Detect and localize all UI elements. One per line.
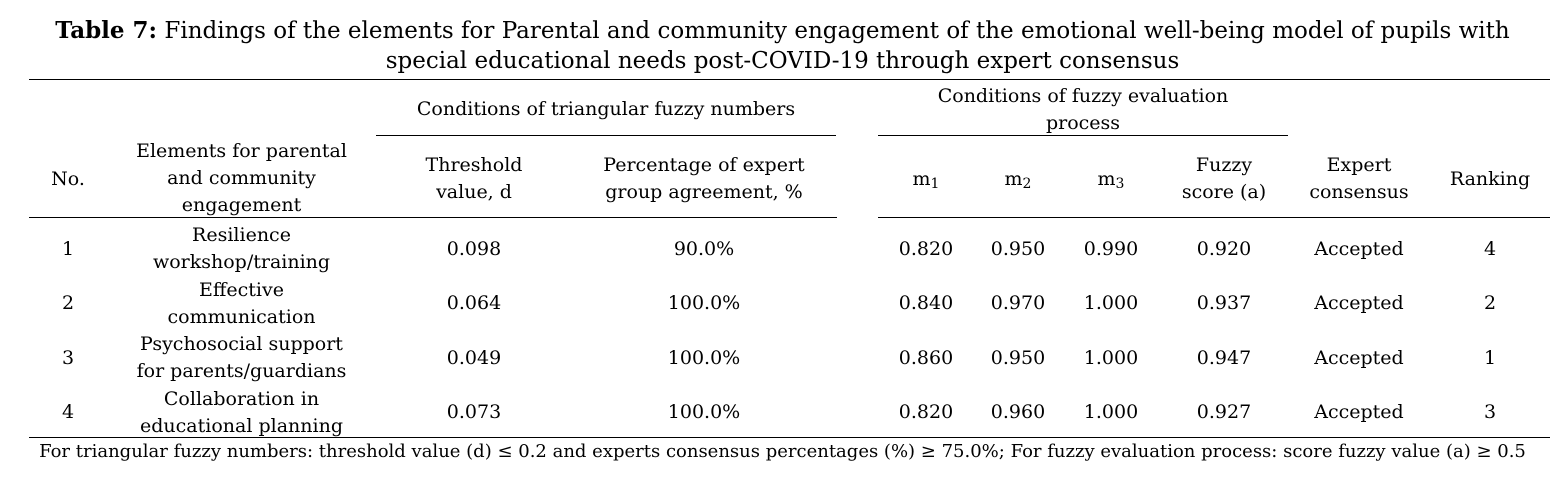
row2-m3: 1.000	[1083, 292, 1139, 314]
caption-line-2: special educational needs post-COVID-19 …	[385, 48, 1180, 74]
header-consensus-line2: consensus	[1309, 181, 1409, 203]
header-m1: m1	[878, 166, 974, 198]
header-elements: Elements for parental and community enga…	[107, 138, 376, 219]
row4-no: 4	[61, 401, 75, 423]
header-m1-sub: 1	[930, 176, 940, 192]
header-elements-line1: Elements for parental	[136, 140, 347, 162]
header-rule-left	[29, 217, 837, 218]
row1-fuzzy-score: 0.920	[1196, 238, 1252, 260]
row1-m1: 0.820	[898, 238, 954, 260]
tfn-group-rule	[376, 135, 836, 136]
row4-fuzzy-score: 0.927	[1196, 401, 1252, 423]
row2-consensus: Accepted	[1314, 292, 1404, 314]
caption-label: Table 7:	[55, 17, 158, 44]
row2-fuzzy-score: 0.937	[1196, 292, 1252, 314]
header-m2-base: m	[1004, 168, 1023, 190]
row1-percentage: 90.0%	[673, 238, 735, 260]
row2-no: 2	[61, 292, 75, 314]
row1-element: Resilience workshop/training	[107, 222, 376, 276]
header-consensus-line1: Expert	[1326, 154, 1392, 176]
row3-consensus: Accepted	[1314, 347, 1404, 369]
row2-element-line2: communication	[167, 306, 316, 328]
header-group-fep-line1: Conditions of fuzzy evaluation	[937, 85, 1229, 107]
table-footnote: For triangular fuzzy numbers: threshold …	[39, 441, 1526, 462]
header-ranking: Ranking	[1449, 168, 1531, 190]
row1-threshold: 0.098	[446, 238, 502, 260]
row3-element-line2: for parents/guardians	[136, 360, 347, 382]
header-fuzzy-line1: Fuzzy	[1195, 154, 1253, 176]
row3-no: 3	[61, 347, 75, 369]
row4-ranking: 3	[1483, 401, 1497, 423]
row1-consensus: Accepted	[1314, 238, 1404, 260]
row1-m2: 0.950	[990, 238, 1046, 260]
row4-element-line2: educational planning	[140, 415, 343, 437]
row3-element-line1: Psychosocial support	[140, 333, 343, 355]
row3-threshold: 0.049	[446, 347, 502, 369]
row3-m2: 0.950	[990, 347, 1046, 369]
row3-element: Psychosocial support for parents/guardia…	[107, 331, 376, 385]
header-group-fep: Conditions of fuzzy evaluation process	[878, 83, 1288, 137]
row2-ranking: 2	[1483, 292, 1497, 314]
row4-threshold: 0.073	[446, 401, 502, 423]
header-percentage-line2: group agreement, %	[605, 181, 803, 203]
caption-text-1: Findings of the elements for Parental an…	[157, 18, 1510, 44]
row2-element: Effective communication	[107, 277, 376, 331]
header-m3: m3	[1062, 166, 1160, 198]
caption-line-1: Table 7: Findings of the elements for Pa…	[0, 16, 1565, 46]
row4-element: Collaboration in educational planning	[107, 386, 376, 440]
row4-m2: 0.960	[990, 401, 1046, 423]
header-group-tfn: Conditions of triangular fuzzy numbers	[416, 98, 796, 120]
header-elements-line3: engagement	[181, 194, 302, 216]
row2-percentage: 100.0%	[667, 292, 741, 314]
header-m1-base: m	[912, 168, 931, 190]
row1-element-line2: workshop/training	[152, 251, 331, 273]
row2-threshold: 0.064	[446, 292, 502, 314]
row4-percentage: 100.0%	[667, 401, 741, 423]
row4-consensus: Accepted	[1314, 401, 1404, 423]
header-threshold: Threshold value, d	[376, 152, 572, 206]
table-caption: Table 7: Findings of the elements for Pa…	[0, 16, 1565, 76]
row3-m1: 0.860	[898, 347, 954, 369]
header-m3-sub: 3	[1115, 176, 1125, 192]
row1-m3: 0.990	[1083, 238, 1139, 260]
header-elements-line2: and community	[167, 167, 316, 189]
header-rule-right	[878, 217, 1550, 218]
row4-m1: 0.820	[898, 401, 954, 423]
row2-m2: 0.970	[990, 292, 1046, 314]
row4-element-line1: Collaboration in	[163, 388, 320, 410]
header-expert-consensus: Expert consensus	[1288, 152, 1430, 206]
row1-element-line1: Resilience	[192, 224, 291, 246]
row4-m3: 1.000	[1083, 401, 1139, 423]
header-group-fep-line2: process	[1045, 112, 1121, 134]
header-percentage-line1: Percentage of expert	[603, 154, 805, 176]
header-m2: m2	[974, 166, 1062, 198]
header-m3-base: m	[1097, 168, 1116, 190]
header-percentage: Percentage of expert group agreement, %	[572, 152, 836, 206]
row3-ranking: 1	[1483, 347, 1497, 369]
header-m2-sub: 2	[1022, 176, 1032, 192]
header-threshold-line2: value, d	[436, 181, 512, 203]
header-fuzzy-line2: score (a)	[1181, 181, 1267, 203]
row1-no: 1	[61, 238, 75, 260]
top-rule	[29, 79, 1550, 80]
row3-percentage: 100.0%	[667, 347, 741, 369]
header-fuzzy-score: Fuzzy score (a)	[1160, 152, 1288, 206]
row3-m3: 1.000	[1083, 347, 1139, 369]
bottom-rule	[29, 437, 1550, 438]
row3-fuzzy-score: 0.947	[1196, 347, 1252, 369]
header-threshold-line1: Threshold	[425, 154, 523, 176]
fep-group-rule	[878, 135, 1288, 136]
row2-element-line1: Effective	[199, 279, 284, 301]
header-no: No.	[51, 168, 85, 190]
row1-ranking: 4	[1483, 238, 1497, 260]
row2-m1: 0.840	[898, 292, 954, 314]
